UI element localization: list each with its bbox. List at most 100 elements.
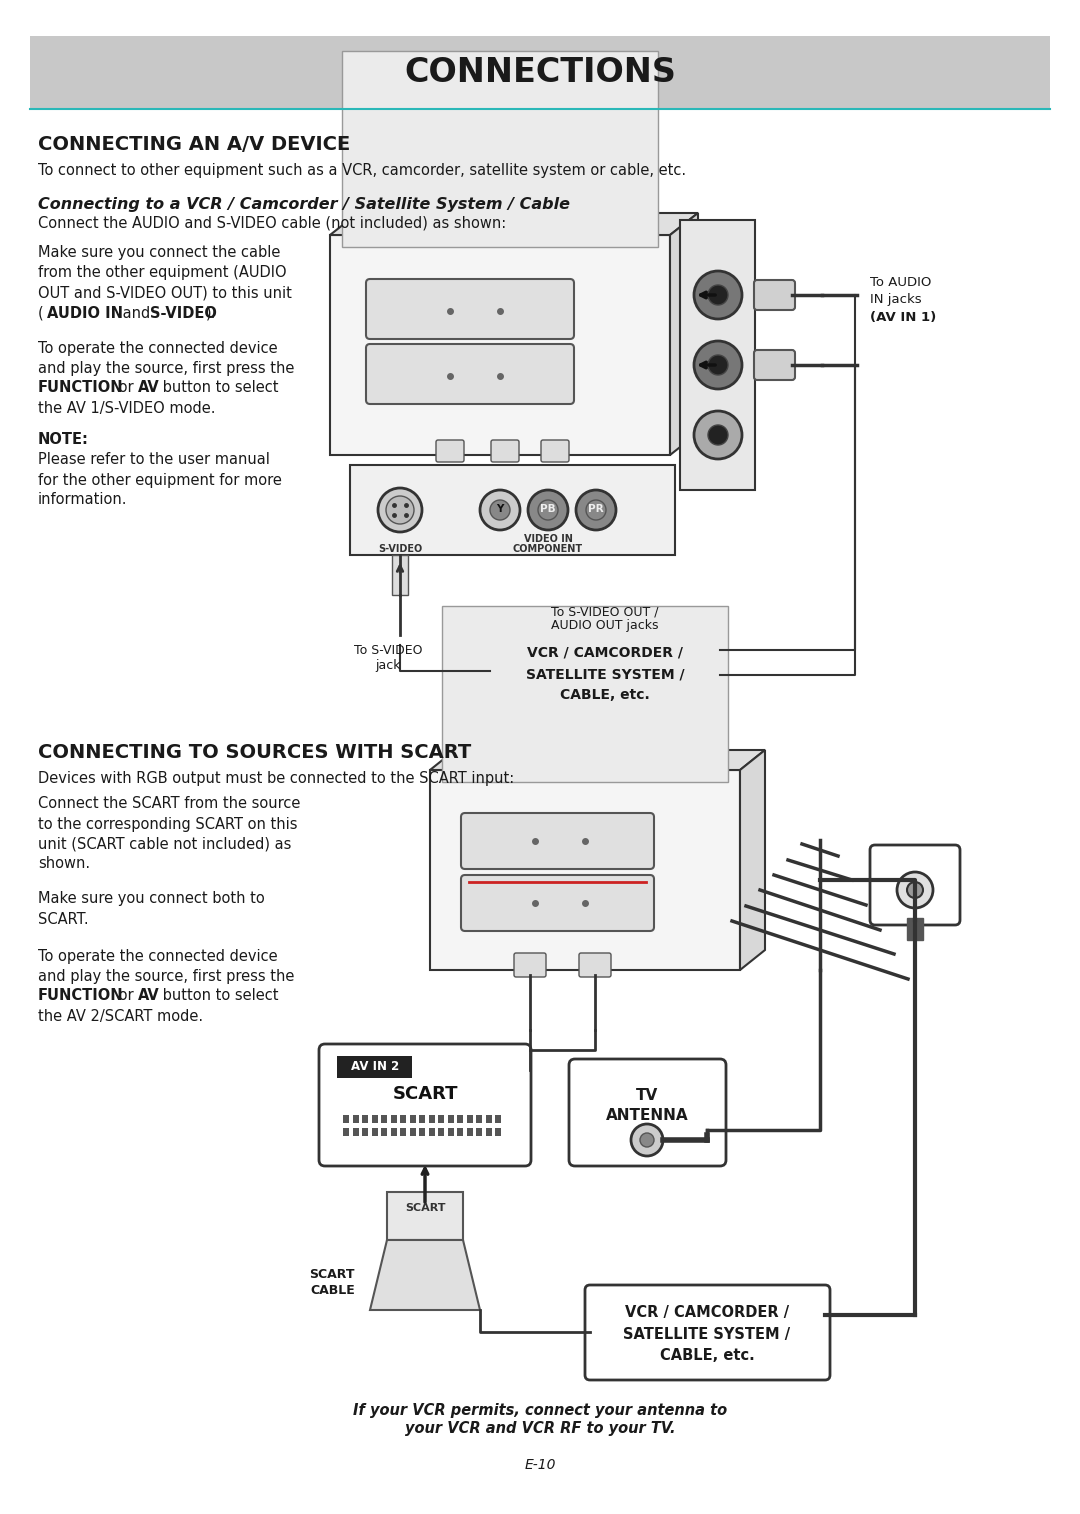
- Bar: [467, 1128, 473, 1136]
- Bar: [400, 1114, 406, 1123]
- Circle shape: [694, 341, 742, 389]
- Text: or: or: [114, 380, 138, 395]
- Text: IN jacks: IN jacks: [870, 294, 921, 306]
- Bar: [430, 771, 740, 970]
- Text: (AV IN 1): (AV IN 1): [870, 312, 936, 324]
- Circle shape: [708, 354, 728, 375]
- Text: SCART: SCART: [310, 1269, 355, 1281]
- Polygon shape: [370, 1240, 480, 1310]
- Text: SATELLITE SYSTEM /: SATELLITE SYSTEM /: [623, 1326, 791, 1341]
- Text: To S-VIDEO OUT /: To S-VIDEO OUT /: [551, 606, 659, 619]
- Text: jack: jack: [375, 659, 401, 672]
- Text: ANTENNA: ANTENNA: [606, 1108, 688, 1122]
- Text: S-VIDEO: S-VIDEO: [378, 544, 422, 554]
- Text: To operate the connected device: To operate the connected device: [38, 341, 278, 356]
- Bar: [343, 1114, 349, 1123]
- Bar: [392, 556, 408, 595]
- Bar: [467, 1114, 473, 1123]
- Text: FUNCTION: FUNCTION: [38, 989, 123, 1004]
- Polygon shape: [670, 213, 698, 456]
- Bar: [337, 1055, 411, 1078]
- Bar: [352, 1128, 359, 1136]
- Circle shape: [631, 1123, 663, 1157]
- Text: SCART.: SCART.: [38, 911, 89, 927]
- Text: CONNECTIONS: CONNECTIONS: [404, 56, 676, 88]
- Bar: [438, 1114, 444, 1123]
- Bar: [457, 1128, 463, 1136]
- Text: Y: Y: [497, 504, 503, 513]
- Bar: [30, 36, 1050, 107]
- Text: or: or: [114, 989, 138, 1004]
- Bar: [447, 1128, 454, 1136]
- Bar: [330, 235, 670, 456]
- FancyBboxPatch shape: [569, 1058, 726, 1166]
- Text: the AV 2/SCART mode.: the AV 2/SCART mode.: [38, 1008, 203, 1023]
- Text: ).: ).: [206, 306, 216, 321]
- Bar: [342, 51, 658, 247]
- Bar: [457, 1114, 463, 1123]
- Bar: [387, 1192, 463, 1240]
- Bar: [495, 1114, 501, 1123]
- Text: button to select: button to select: [158, 989, 279, 1004]
- Text: VIDEO IN: VIDEO IN: [524, 534, 572, 544]
- Bar: [350, 465, 675, 556]
- FancyBboxPatch shape: [870, 845, 960, 925]
- Circle shape: [586, 500, 606, 519]
- Text: (: (: [38, 306, 44, 321]
- Circle shape: [897, 872, 933, 908]
- Bar: [343, 1128, 349, 1136]
- Circle shape: [386, 497, 414, 524]
- Text: Please refer to the user manual: Please refer to the user manual: [38, 453, 270, 468]
- Bar: [447, 1114, 454, 1123]
- Text: To operate the connected device: To operate the connected device: [38, 948, 278, 963]
- FancyBboxPatch shape: [461, 875, 654, 931]
- Text: NOTE:: NOTE:: [38, 433, 89, 448]
- Text: for the other equipment for more: for the other equipment for more: [38, 472, 282, 488]
- Text: COMPONENT: COMPONENT: [513, 544, 583, 554]
- Bar: [391, 1114, 396, 1123]
- Bar: [381, 1128, 387, 1136]
- Text: Make sure you connect the cable: Make sure you connect the cable: [38, 245, 281, 260]
- FancyBboxPatch shape: [541, 441, 569, 462]
- Text: CABLE: CABLE: [310, 1284, 355, 1297]
- Bar: [907, 917, 923, 940]
- Text: Connect the AUDIO and S-VIDEO cable (not included) as shown:: Connect the AUDIO and S-VIDEO cable (not…: [38, 215, 507, 230]
- Text: OUT and S-VIDEO OUT) to this unit: OUT and S-VIDEO OUT) to this unit: [38, 286, 292, 300]
- Text: VCR / CAMCORDER /: VCR / CAMCORDER /: [625, 1305, 789, 1320]
- Circle shape: [480, 491, 519, 530]
- FancyBboxPatch shape: [366, 344, 573, 404]
- FancyBboxPatch shape: [754, 280, 795, 310]
- Bar: [400, 1128, 406, 1136]
- Text: To connect to other equipment such as a VCR, camcorder, satellite system or cabl: To connect to other equipment such as a …: [38, 162, 686, 177]
- FancyBboxPatch shape: [491, 441, 519, 462]
- Bar: [409, 1114, 416, 1123]
- Bar: [362, 1114, 368, 1123]
- Text: To S-VIDEO: To S-VIDEO: [354, 643, 422, 657]
- Text: AV IN 2: AV IN 2: [351, 1060, 400, 1073]
- Text: SATELLITE SYSTEM /: SATELLITE SYSTEM /: [526, 668, 685, 681]
- Circle shape: [694, 410, 742, 459]
- Bar: [680, 220, 755, 491]
- Text: SCART: SCART: [392, 1086, 458, 1104]
- Text: AV: AV: [138, 380, 160, 395]
- Circle shape: [538, 500, 558, 519]
- Text: TV: TV: [636, 1087, 658, 1102]
- Bar: [409, 1128, 416, 1136]
- Text: To AUDIO: To AUDIO: [870, 277, 931, 289]
- Text: from the other equipment (AUDIO: from the other equipment (AUDIO: [38, 265, 286, 280]
- Text: unit (SCART cable not included) as: unit (SCART cable not included) as: [38, 837, 292, 851]
- Text: your VCR and VCR RF to your TV.: your VCR and VCR RF to your TV.: [405, 1420, 675, 1435]
- FancyBboxPatch shape: [514, 952, 546, 977]
- Bar: [391, 1128, 396, 1136]
- Bar: [372, 1128, 378, 1136]
- Text: AUDIO OUT jacks: AUDIO OUT jacks: [551, 619, 659, 631]
- Bar: [486, 1114, 491, 1123]
- Text: VCR / CAMCORDER /: VCR / CAMCORDER /: [527, 645, 683, 659]
- Circle shape: [694, 271, 742, 319]
- Text: and play the source, first press the: and play the source, first press the: [38, 360, 295, 375]
- Text: to the corresponding SCART on this: to the corresponding SCART on this: [38, 816, 297, 831]
- Polygon shape: [330, 213, 698, 235]
- Text: AV: AV: [138, 989, 160, 1004]
- Text: CABLE, etc.: CABLE, etc.: [561, 687, 650, 702]
- Bar: [419, 1114, 426, 1123]
